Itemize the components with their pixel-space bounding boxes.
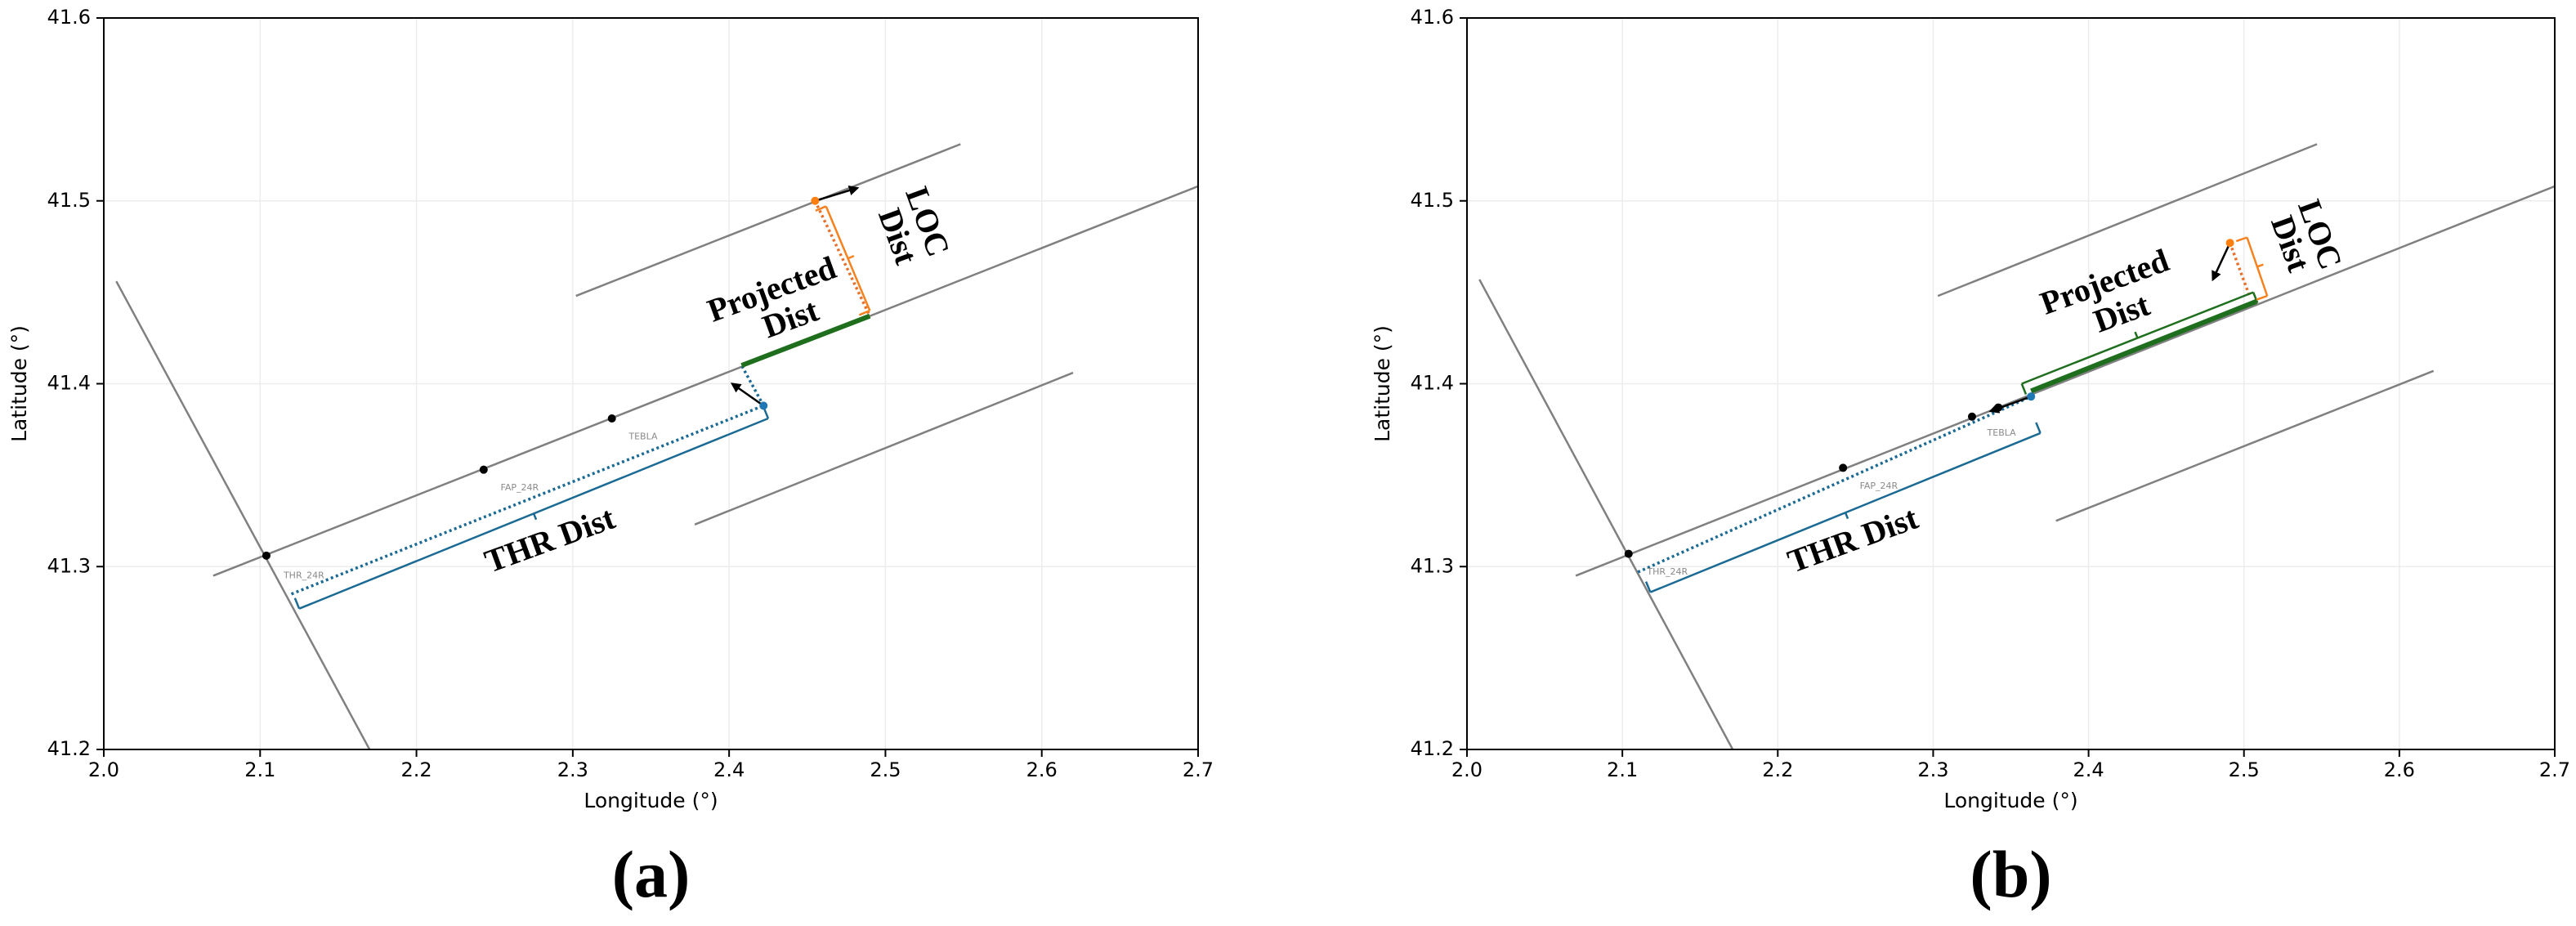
y-axis-label: Latitude (°) bbox=[1371, 325, 1394, 442]
bracket-tick bbox=[2235, 236, 2247, 243]
bracket-tick bbox=[2020, 383, 2028, 395]
y-tick-label: 41.3 bbox=[1411, 554, 1454, 577]
plot-area bbox=[1478, 143, 2555, 749]
point bbox=[2225, 239, 2234, 248]
line bbox=[575, 143, 961, 297]
y-tick-label: 41.5 bbox=[47, 189, 91, 212]
arrow bbox=[2212, 242, 2231, 282]
bracket-tick bbox=[2256, 294, 2268, 301]
y-tick-label: 41.4 bbox=[1411, 372, 1454, 395]
x-tick-label: 2.2 bbox=[1762, 758, 1793, 781]
point bbox=[1967, 412, 1976, 421]
y-tick-label: 41.6 bbox=[47, 6, 91, 29]
y-tick-label: 41.5 bbox=[1411, 189, 1454, 212]
y-tick-label: 41.6 bbox=[1411, 6, 1454, 29]
x-tick-label: 2.3 bbox=[1917, 758, 1948, 781]
point bbox=[1839, 463, 1848, 472]
x-tick-label: 2.6 bbox=[2384, 758, 2415, 781]
point bbox=[759, 401, 768, 410]
bracket-tick bbox=[2134, 331, 2139, 339]
point bbox=[1624, 549, 1633, 558]
line bbox=[2030, 299, 2258, 394]
bracket-tick bbox=[2252, 292, 2259, 304]
annotation: THR_24R bbox=[283, 570, 324, 580]
x-tick-label: 2.4 bbox=[713, 758, 745, 781]
line bbox=[740, 313, 871, 368]
x-tick-label: 2.1 bbox=[244, 758, 275, 781]
bracket-tick bbox=[1844, 512, 1849, 520]
x-tick-label: 2.7 bbox=[2539, 758, 2570, 781]
line bbox=[2055, 369, 2435, 522]
x-axis-label: Longitude (°) bbox=[1943, 789, 2077, 812]
bracket-tick bbox=[532, 512, 538, 521]
line bbox=[2228, 242, 2252, 298]
point bbox=[1994, 403, 2003, 412]
point bbox=[811, 196, 820, 205]
point bbox=[262, 551, 271, 560]
bracket-tick bbox=[847, 254, 855, 260]
bracket-tick bbox=[2256, 263, 2264, 268]
arrow bbox=[814, 186, 860, 202]
line bbox=[115, 280, 371, 749]
line bbox=[813, 199, 871, 317]
point bbox=[2027, 392, 2036, 401]
annotation: FAP_24R bbox=[501, 482, 539, 493]
x-tick-label: 2.2 bbox=[400, 758, 432, 781]
x-tick-label: 2.0 bbox=[1451, 758, 1483, 781]
x-tick-label: 2.0 bbox=[88, 758, 119, 781]
annotation: TEBLA bbox=[1987, 427, 2017, 438]
x-tick-label: 2.5 bbox=[2229, 758, 2260, 781]
caption: (b) bbox=[1970, 837, 2051, 911]
bracket-tick bbox=[293, 597, 301, 610]
bracket-tick bbox=[858, 309, 870, 316]
x-tick-label: 2.1 bbox=[1607, 758, 1638, 781]
line bbox=[740, 365, 765, 407]
annotation: TEBLA bbox=[628, 431, 658, 441]
bracket-tick bbox=[763, 407, 770, 419]
bracket-tick bbox=[815, 205, 827, 212]
x-tick-label: 2.7 bbox=[1183, 758, 1214, 781]
line bbox=[1575, 185, 2555, 577]
y-tick-label: 41.3 bbox=[47, 554, 91, 577]
bracket-tick bbox=[2035, 422, 2042, 434]
y-axis-label: Latitude (°) bbox=[7, 325, 31, 442]
annotation: THR Dist bbox=[1782, 499, 1923, 579]
line bbox=[694, 371, 1074, 526]
axes-frame bbox=[1466, 17, 2556, 750]
plot-area bbox=[115, 143, 1198, 749]
x-tick-label: 2.3 bbox=[557, 758, 588, 781]
point bbox=[607, 414, 616, 423]
point bbox=[479, 465, 488, 474]
x-axis-label: Longitude (°) bbox=[584, 789, 718, 812]
x-tick-label: 2.6 bbox=[1026, 758, 1058, 781]
annotation: FAP_24R bbox=[1860, 481, 1898, 491]
y-tick-label: 41.4 bbox=[47, 372, 91, 395]
arrow bbox=[730, 382, 764, 407]
caption: (a) bbox=[612, 837, 691, 911]
line bbox=[1478, 279, 1734, 749]
line bbox=[212, 185, 1198, 577]
line bbox=[1937, 143, 2318, 297]
annotation: THR_24R bbox=[1646, 566, 1688, 577]
y-tick-label: 41.2 bbox=[1411, 737, 1454, 760]
panel: 2.0 2.1 2.2 2.3 2.4 2.5 2.6 2.7 41.2 41.3 41.4 41.5… bbox=[1371, 6, 2570, 911]
panel: 2.0 2.1 2.2 2.3 2.4 2.5 2.6 2.7 41.2 41.3 41.4 41.5… bbox=[7, 6, 1214, 911]
x-tick-label: 2.4 bbox=[2073, 758, 2104, 781]
y-tick-label: 41.2 bbox=[47, 737, 91, 760]
bracket-tick bbox=[1644, 581, 1652, 593]
x-tick-label: 2.5 bbox=[870, 758, 901, 781]
axes-frame bbox=[103, 17, 1199, 750]
